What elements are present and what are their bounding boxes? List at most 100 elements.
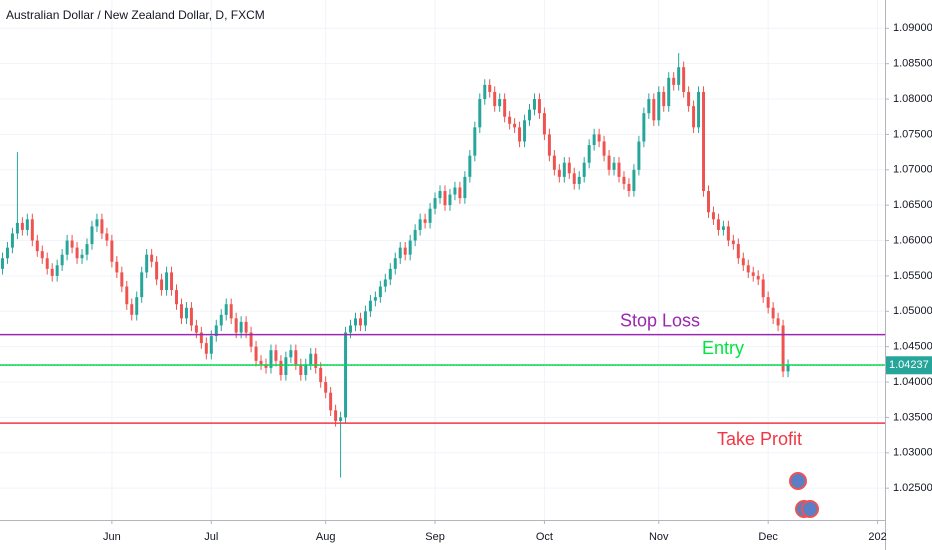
candle-body xyxy=(741,258,745,266)
candle-body xyxy=(736,244,740,259)
candle-body xyxy=(314,353,318,368)
candle-body xyxy=(592,134,596,146)
candle-body xyxy=(244,321,248,333)
candle-body xyxy=(304,364,308,375)
candle-body xyxy=(294,350,298,365)
candle-body xyxy=(503,99,507,117)
candle-body xyxy=(55,265,59,276)
candle-body xyxy=(358,318,362,326)
candle-body xyxy=(165,272,169,291)
candle-body xyxy=(781,325,785,372)
candle-body xyxy=(746,265,750,273)
candle-body xyxy=(239,321,243,333)
candle-body xyxy=(60,254,64,266)
candle-body xyxy=(612,162,616,170)
candle-body xyxy=(692,106,696,128)
candle-body xyxy=(189,307,193,326)
candle-body xyxy=(771,307,775,319)
candle-body xyxy=(532,99,536,110)
candle-body xyxy=(135,297,139,315)
candle-body xyxy=(140,272,144,298)
candle-body xyxy=(20,222,24,230)
candle-body xyxy=(403,247,407,255)
candle-body xyxy=(373,297,377,301)
candle-body xyxy=(622,176,626,184)
candle-body xyxy=(50,268,54,276)
candle-body xyxy=(80,254,84,259)
candle-body xyxy=(443,191,447,206)
candle-body xyxy=(672,77,676,85)
candle-body xyxy=(632,169,636,192)
y-tick-label: 1.05000 xyxy=(893,305,932,317)
y-tick-label: 1.04000 xyxy=(893,376,932,388)
candle-body xyxy=(731,240,735,245)
candle-body xyxy=(383,279,387,287)
candle-body xyxy=(150,254,154,262)
y-tick-label: 1.08500 xyxy=(893,58,932,70)
candle-body xyxy=(0,258,4,269)
candle-body xyxy=(547,134,551,156)
candle-body xyxy=(702,91,706,192)
candle-body xyxy=(95,219,99,227)
candle-body xyxy=(493,91,497,107)
candle-body xyxy=(652,99,656,121)
candle-body xyxy=(537,99,541,114)
candle-body xyxy=(125,286,129,305)
candle-body xyxy=(209,336,213,354)
y-tick-label: 1.03000 xyxy=(893,447,932,459)
candle-body xyxy=(339,417,343,421)
y-tick-label: 1.02500 xyxy=(893,482,932,494)
candle-body xyxy=(453,187,457,195)
candle-body xyxy=(478,99,482,128)
candle-body xyxy=(687,91,691,107)
candle-body xyxy=(572,173,576,184)
y-tick-label: 1.09000 xyxy=(893,22,932,34)
candle-body xyxy=(155,261,159,280)
candle-body xyxy=(513,123,517,128)
candle-body xyxy=(577,176,581,184)
candle-body xyxy=(433,198,437,209)
candle-body xyxy=(204,343,208,354)
level-label: Take Profit xyxy=(717,429,802,449)
candle-body xyxy=(627,183,631,192)
candle-body xyxy=(184,307,188,319)
candle-body xyxy=(542,113,546,135)
x-tick-label: Aug xyxy=(316,531,336,543)
candle-body xyxy=(254,346,258,361)
candle-body xyxy=(199,332,203,344)
candle-body xyxy=(229,304,233,319)
candle-body xyxy=(398,247,402,259)
candle-body xyxy=(329,392,333,411)
x-tick-label: Jul xyxy=(204,531,218,543)
candle-body xyxy=(597,134,601,142)
candle-body xyxy=(219,314,223,326)
grid xyxy=(0,0,885,520)
y-tick-label: 1.06500 xyxy=(893,199,932,211)
candle-body xyxy=(557,169,561,177)
y-tick-label: 1.08000 xyxy=(893,93,932,105)
candle-body xyxy=(786,365,790,372)
candle-body xyxy=(562,162,566,177)
candle-body xyxy=(647,99,651,114)
candle-body xyxy=(458,187,462,199)
candle-body xyxy=(473,127,477,156)
event-icons xyxy=(789,472,819,518)
y-tick-label: 1.05500 xyxy=(893,270,932,282)
candle-body xyxy=(761,279,765,298)
candle-body xyxy=(110,240,114,262)
candle-body xyxy=(766,297,770,308)
candle-body xyxy=(368,300,372,312)
candle-body xyxy=(488,84,492,92)
candle-body xyxy=(642,113,646,142)
candle-body xyxy=(587,145,591,163)
candle-body xyxy=(508,116,512,124)
level-label: Entry xyxy=(702,338,744,358)
y-tick-label: 1.06000 xyxy=(893,234,932,246)
candle-body xyxy=(468,155,472,177)
candle-body xyxy=(224,304,228,315)
candle-body xyxy=(249,332,253,347)
candle-body xyxy=(607,155,611,170)
candle-body xyxy=(463,176,467,199)
candle-body xyxy=(289,350,293,358)
candle-body xyxy=(388,268,392,280)
